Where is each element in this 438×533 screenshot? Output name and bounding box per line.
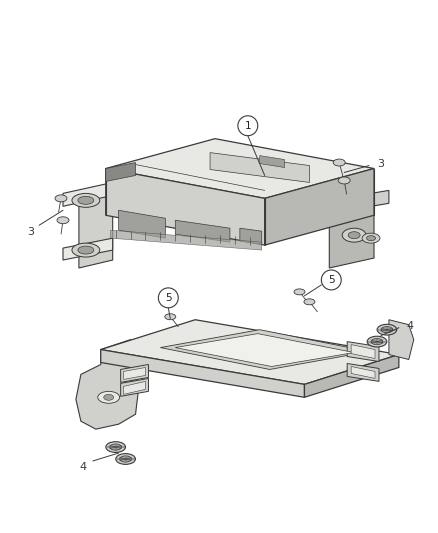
Ellipse shape — [348, 232, 360, 239]
Text: 1: 1 — [244, 121, 251, 131]
Polygon shape — [120, 378, 148, 397]
Ellipse shape — [367, 336, 387, 347]
Text: 4: 4 — [407, 321, 414, 330]
Ellipse shape — [55, 195, 67, 202]
Ellipse shape — [371, 338, 383, 345]
Ellipse shape — [294, 289, 305, 295]
Ellipse shape — [304, 299, 315, 305]
Polygon shape — [119, 211, 165, 238]
Ellipse shape — [377, 324, 397, 335]
Polygon shape — [260, 156, 285, 167]
Text: 4: 4 — [79, 462, 86, 472]
Polygon shape — [101, 350, 304, 397]
Ellipse shape — [165, 314, 176, 320]
Text: 5: 5 — [165, 293, 172, 303]
Ellipse shape — [381, 327, 393, 333]
Polygon shape — [351, 367, 375, 378]
Polygon shape — [347, 342, 379, 361]
Ellipse shape — [333, 159, 345, 166]
Ellipse shape — [110, 444, 121, 450]
Text: 3: 3 — [27, 227, 34, 237]
Ellipse shape — [362, 233, 380, 243]
Polygon shape — [106, 163, 135, 181]
Polygon shape — [329, 200, 374, 268]
Ellipse shape — [367, 236, 375, 240]
Polygon shape — [63, 238, 113, 260]
Text: 5: 5 — [328, 275, 335, 285]
Polygon shape — [106, 168, 265, 245]
Polygon shape — [265, 168, 374, 245]
Polygon shape — [389, 320, 414, 360]
Polygon shape — [329, 190, 389, 213]
Ellipse shape — [72, 243, 100, 257]
Polygon shape — [120, 365, 148, 382]
Polygon shape — [351, 345, 375, 359]
Text: 3: 3 — [377, 158, 384, 168]
Ellipse shape — [120, 456, 131, 462]
Polygon shape — [240, 228, 262, 244]
Polygon shape — [160, 330, 369, 369]
Polygon shape — [175, 334, 354, 367]
Ellipse shape — [98, 391, 120, 403]
Ellipse shape — [72, 193, 100, 207]
Polygon shape — [106, 139, 374, 198]
Circle shape — [321, 270, 341, 290]
Circle shape — [238, 116, 258, 136]
Polygon shape — [210, 152, 309, 182]
Polygon shape — [124, 382, 145, 394]
Ellipse shape — [104, 394, 114, 400]
Ellipse shape — [78, 246, 94, 254]
Ellipse shape — [338, 177, 350, 184]
Ellipse shape — [57, 217, 69, 224]
Polygon shape — [79, 192, 113, 268]
Ellipse shape — [342, 228, 366, 242]
Ellipse shape — [106, 442, 126, 453]
Ellipse shape — [78, 196, 94, 204]
Polygon shape — [101, 320, 399, 384]
Ellipse shape — [116, 454, 135, 464]
Polygon shape — [347, 364, 379, 382]
Polygon shape — [124, 367, 145, 379]
Circle shape — [159, 288, 178, 308]
Polygon shape — [76, 340, 138, 429]
Polygon shape — [304, 354, 399, 397]
Polygon shape — [175, 220, 230, 242]
Polygon shape — [111, 230, 262, 250]
Polygon shape — [63, 182, 113, 206]
